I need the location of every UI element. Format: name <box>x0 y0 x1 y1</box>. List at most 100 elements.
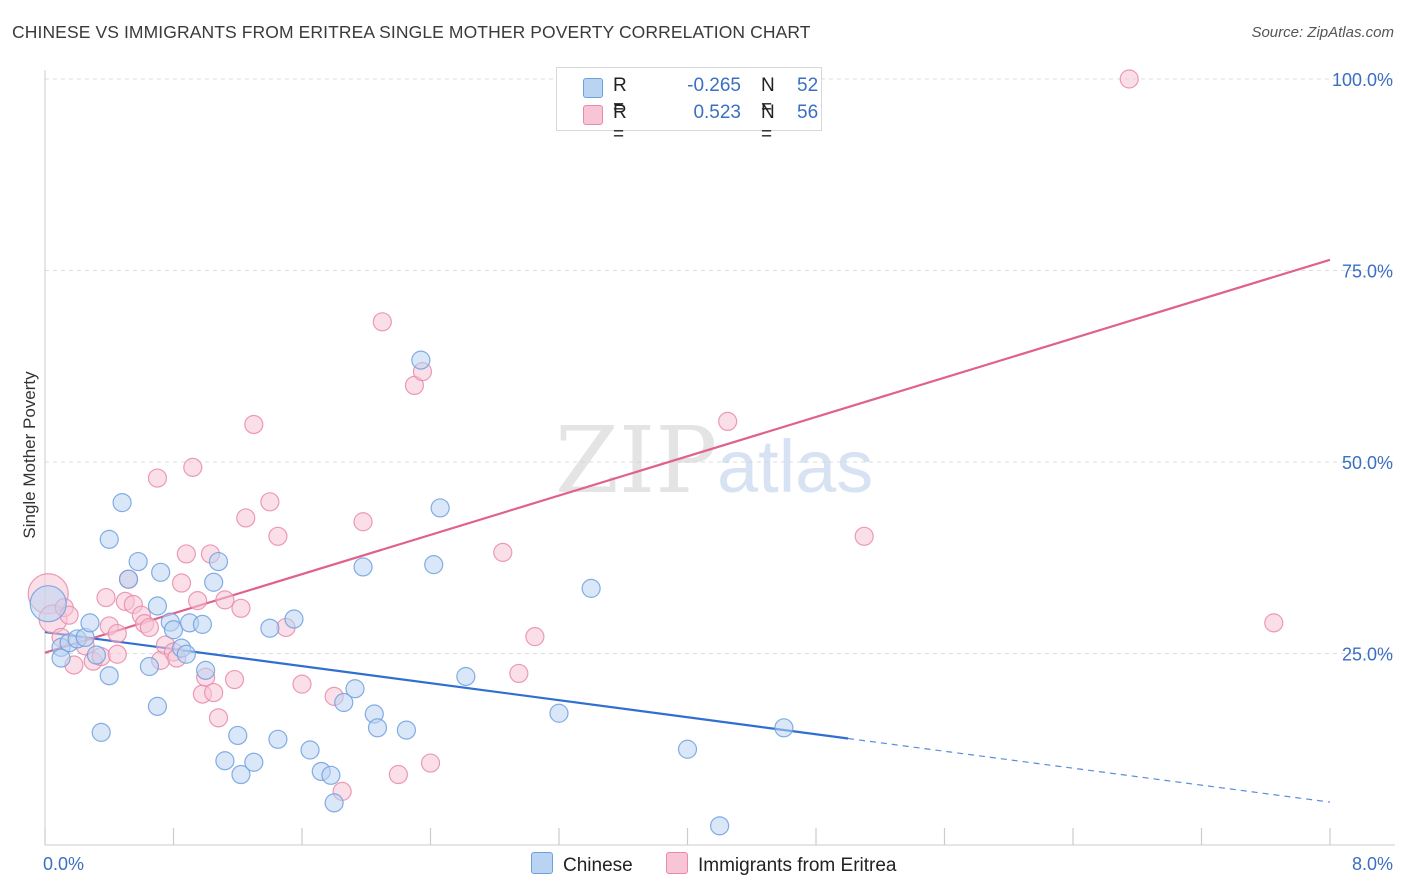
bottom-legend-label-chinese: Chinese <box>563 855 633 876</box>
chinese-point <box>147 696 168 716</box>
legend-r-label: R = <box>613 102 627 145</box>
eritrea-point <box>147 468 168 488</box>
legend-r-value: 0.523 <box>693 102 741 123</box>
eritrea-point <box>176 544 196 564</box>
chinese-point <box>139 656 160 677</box>
y-tick-label: 50.0% <box>1342 453 1393 473</box>
eritrea-point <box>96 587 116 608</box>
correlation-legend: R = -0.265 N = 52 R = 0.523 N = 56 <box>556 67 822 145</box>
legend-swatch-chinese <box>583 78 603 98</box>
y-tick-label: 25.0% <box>1342 645 1393 665</box>
chinese-point <box>163 620 184 640</box>
chart-title: CHINESE VS IMMIGRANTS FROM ERITREA SINGL… <box>12 22 811 42</box>
chinese-point <box>345 679 365 699</box>
chinese-point <box>284 609 304 629</box>
eritrea-point <box>215 590 235 610</box>
grid-lines <box>45 78 1395 654</box>
axes <box>44 70 1395 846</box>
eritrea-point <box>1264 613 1284 633</box>
legend-n-label: N = <box>761 75 775 118</box>
chinese-point <box>176 644 196 664</box>
chinese-point <box>80 613 100 633</box>
chinese-point <box>99 529 119 549</box>
watermark-atlas: atlas <box>717 425 873 508</box>
chinese-point <box>192 614 213 634</box>
eritrea-point <box>183 457 203 477</box>
chinese-point <box>112 492 132 513</box>
chinese-point <box>334 692 354 713</box>
eritrea-point <box>268 526 288 546</box>
chinese-point <box>91 722 111 742</box>
chinese-point <box>710 816 730 836</box>
chinese-point <box>268 729 288 749</box>
chinese-point <box>300 740 320 760</box>
chinese-point <box>196 660 216 680</box>
chinese-point <box>151 562 171 582</box>
eritrea-point <box>525 627 545 647</box>
chinese-point <box>353 557 373 577</box>
chinese-point <box>324 793 344 813</box>
chinese-point <box>774 718 794 738</box>
chinese-point <box>147 596 168 616</box>
eritrea-point <box>139 617 160 638</box>
chinese-point <box>118 569 139 589</box>
eritrea-trend-line <box>44 258 1331 654</box>
eritrea-point <box>372 312 392 332</box>
eritrea-point <box>388 764 408 785</box>
chinese-point <box>128 551 148 572</box>
legend-swatch-eritrea <box>583 105 603 125</box>
eritrea-point <box>353 512 373 532</box>
legend-n-label: N = <box>761 102 775 145</box>
chinese-point <box>208 551 229 572</box>
y-tick-label: 75.0% <box>1342 262 1393 282</box>
chinese-point <box>86 645 107 665</box>
eritrea-point <box>493 542 513 562</box>
trend-lines <box>44 258 1331 803</box>
bottom-legend-eritrea: Immigrants from Eritrea <box>666 852 896 877</box>
chinese-point <box>244 752 264 772</box>
bottom-legend-label-eritrea: Immigrants from Eritrea <box>698 855 897 876</box>
eritrea-point <box>107 644 127 664</box>
chinese-point <box>581 578 601 598</box>
y-tick-label: 100.0% <box>1332 70 1393 90</box>
legend-r-label: R = <box>613 75 627 118</box>
chinese-point <box>677 739 698 759</box>
bottom-legend-swatch-eritrea <box>666 852 688 874</box>
eritrea-point <box>244 414 264 435</box>
eritrea-point <box>107 623 127 644</box>
chinese-trend-extension <box>848 737 1331 803</box>
chinese-point <box>367 718 388 738</box>
chinese-point <box>321 765 341 785</box>
chinese-point <box>424 555 444 575</box>
chinese-point <box>215 751 235 771</box>
chinese-point <box>430 498 450 518</box>
x-tick-label: 8.0% <box>1352 854 1393 874</box>
bottom-legend-chinese: Chinese <box>531 852 633 877</box>
eritrea-point <box>236 508 256 528</box>
legend-r-value: -0.265 <box>687 75 741 96</box>
chinese-point <box>228 725 248 746</box>
chinese-point <box>29 585 67 623</box>
eritrea-point <box>204 682 224 703</box>
eritrea-point <box>171 573 192 593</box>
y-axis-label: Single Mother Poverty <box>20 371 39 539</box>
chinese-point <box>204 572 224 592</box>
legend-n-value: 52 <box>797 75 819 96</box>
data-points <box>27 69 1284 836</box>
eritrea-point <box>718 411 738 432</box>
eritrea-point <box>1119 69 1139 89</box>
chart-source: Source: ZipAtlas.com <box>1251 24 1394 41</box>
tick-labels: 25.0% 50.0% 75.0% 100.0% 0.0% 8.0% <box>43 70 1393 874</box>
eritrea-point <box>224 669 245 690</box>
chinese-point <box>549 703 569 723</box>
chinese-point <box>260 618 280 638</box>
eritrea-point <box>187 591 208 611</box>
eritrea-point <box>854 526 874 546</box>
eritrea-point <box>208 708 229 728</box>
chinese-point <box>51 648 71 668</box>
chinese-point <box>411 350 431 370</box>
eritrea-point <box>231 598 251 618</box>
watermark-zip: ZIP <box>555 407 717 514</box>
eritrea-point <box>509 663 529 684</box>
